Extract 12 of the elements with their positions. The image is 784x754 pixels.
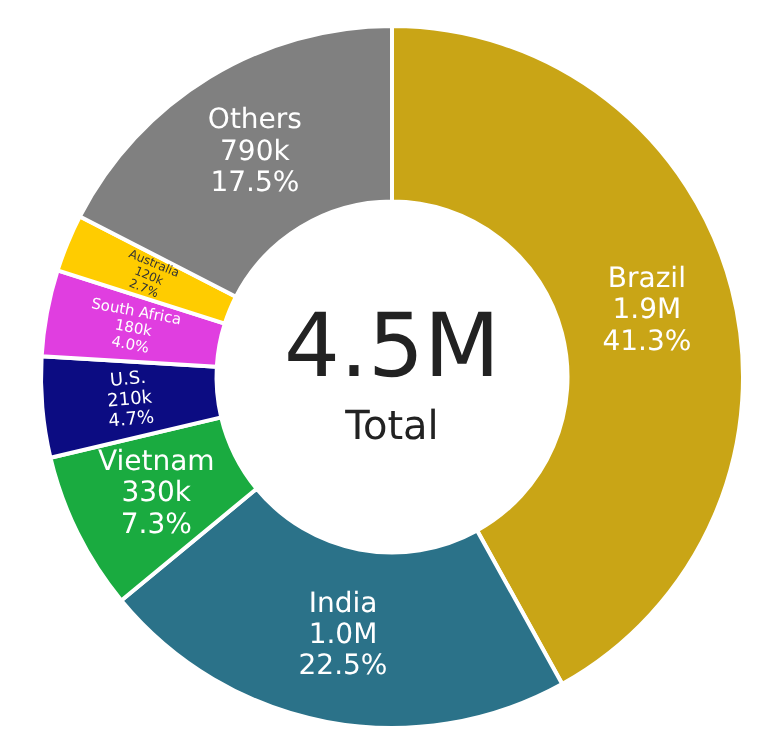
data-label: 330k 7.3% [120, 477, 193, 541]
slice-label: Brazil [607, 262, 686, 295]
text: 4.5M [284, 295, 500, 398]
slice-label: Vietnam [97, 446, 215, 479]
data-label: 790k 17.5% [210, 135, 300, 199]
data-label: 210k 4.7% [106, 388, 157, 433]
data-label: 1.0M 22.5% [298, 618, 388, 683]
slice-label: Others [207, 104, 302, 137]
text: Total [343, 401, 439, 450]
slice-label: India [308, 587, 378, 620]
slice-label: U.S. [109, 368, 147, 392]
data-label: 1.9M 41.3% [602, 294, 692, 358]
